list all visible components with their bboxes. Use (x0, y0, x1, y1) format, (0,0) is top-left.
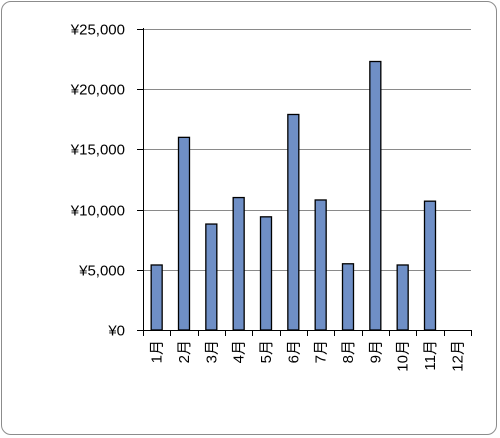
axes (137, 28, 472, 336)
bar (259, 216, 273, 331)
y-tick-label: ¥15,000 (70, 142, 125, 159)
x-tick-labels: 1月 2月 3月 4月 5月 6月 7月 8月 9月 10月 11月 12月 (149, 340, 467, 372)
y-tick-labels: ¥0 ¥5,000 ¥10,000 ¥15,000 ¥20,000 ¥25,000 (70, 22, 125, 340)
x-tick-label: 4月 (231, 340, 248, 363)
x-tick-label: 9月 (367, 340, 384, 363)
bar (423, 200, 437, 331)
bars (150, 60, 437, 331)
gridlines (143, 29, 471, 271)
x-tick-label: 7月 (313, 340, 330, 363)
bar (287, 113, 300, 331)
y-tick-label: ¥20,000 (70, 82, 125, 99)
y-tick-label: ¥25,000 (70, 22, 125, 39)
bar (232, 196, 245, 331)
bar (150, 264, 163, 331)
bar (341, 263, 355, 331)
x-tick-label: 2月 (176, 340, 193, 363)
x-tick-label: 6月 (285, 340, 302, 363)
y-tick-label: ¥10,000 (70, 203, 125, 220)
bar (314, 199, 327, 331)
bar (177, 136, 191, 331)
bar (369, 60, 382, 331)
x-tick-label: 12月 (449, 340, 466, 372)
y-tick-label: ¥5,000 (78, 263, 125, 280)
x-tick-label: 8月 (340, 340, 357, 363)
bar (205, 223, 218, 331)
x-tick-label: 5月 (258, 340, 275, 363)
x-tick-label: 3月 (203, 340, 220, 363)
bar (396, 264, 409, 331)
y-tick-label: ¥0 (107, 323, 125, 340)
x-tick-label: 10月 (395, 340, 412, 372)
x-tick-label: 1月 (149, 340, 166, 363)
x-tick-label: 11月 (422, 340, 439, 371)
